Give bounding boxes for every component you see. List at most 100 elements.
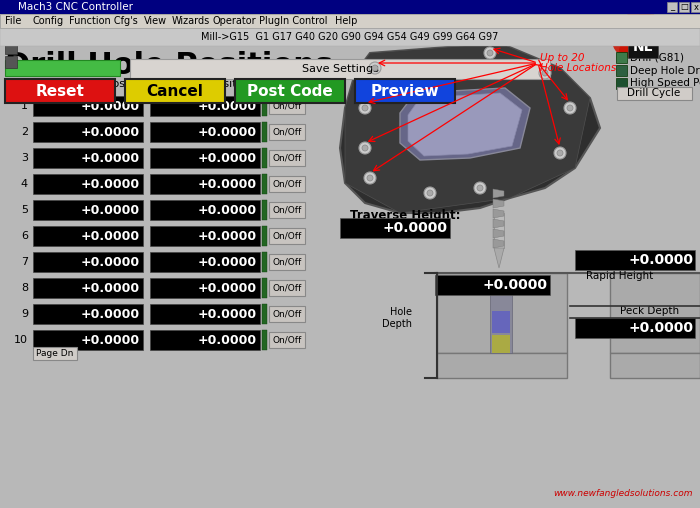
Text: Mill->G15  G1 G17 G40 G20 G90 G94 G54 G49 G99 G64 G97: Mill->G15 G1 G17 G40 G20 G90 G94 G54 G49…	[202, 32, 498, 42]
Bar	[667, 2, 677, 12]
Text: +0.0000: +0.0000	[198, 100, 257, 112]
Text: +0.0000: +0.0000	[81, 125, 140, 139]
Text: 7: 7	[21, 257, 28, 267]
Bar	[492, 311, 510, 333]
Bar	[435, 275, 550, 295]
Circle shape	[567, 105, 573, 111]
Bar	[33, 252, 143, 272]
Text: 5: 5	[21, 205, 28, 215]
Text: On/Off: On/Off	[272, 102, 302, 111]
Bar	[616, 52, 627, 63]
Text: □: □	[680, 3, 688, 12]
Bar	[5, 56, 17, 68]
Circle shape	[612, 22, 648, 58]
Circle shape	[362, 145, 368, 151]
Text: X Position:: X Position:	[95, 79, 153, 89]
Text: Save Settings: Save Settings	[302, 64, 379, 74]
Text: On/Off: On/Off	[272, 206, 302, 214]
Bar	[575, 318, 695, 338]
Circle shape	[641, 11, 655, 25]
Text: +0.0000: +0.0000	[81, 204, 140, 216]
Circle shape	[554, 147, 566, 159]
Bar	[33, 78, 77, 91]
Text: 2: 2	[21, 127, 28, 137]
Text: Config: Config	[32, 16, 63, 26]
Text: View: View	[144, 16, 167, 26]
Text: On/Off: On/Off	[272, 309, 302, 319]
Circle shape	[610, 20, 630, 40]
Text: Rapid Height: Rapid Height	[587, 271, 654, 281]
Text: Y Position:: Y Position:	[200, 79, 258, 89]
Text: +0.0000: +0.0000	[482, 278, 547, 292]
Polygon shape	[493, 199, 504, 208]
Bar	[340, 218, 450, 238]
Circle shape	[359, 142, 371, 154]
Bar	[628, 36, 658, 58]
Bar	[616, 65, 627, 76]
Bar	[5, 79, 115, 103]
Text: +0.0000: +0.0000	[81, 177, 140, 190]
Bar	[269, 254, 305, 270]
Bar	[492, 335, 510, 353]
Circle shape	[364, 172, 376, 184]
Bar	[691, 2, 700, 12]
Text: +0.0000: +0.0000	[198, 230, 257, 242]
Polygon shape	[345, 43, 590, 213]
Bar	[679, 2, 689, 12]
Bar	[262, 252, 267, 272]
Circle shape	[627, 4, 643, 20]
Text: +0.0000: +0.0000	[198, 177, 257, 190]
Bar	[33, 347, 77, 360]
Text: 9: 9	[21, 309, 28, 319]
Bar	[269, 332, 305, 348]
Circle shape	[630, 37, 646, 53]
Bar	[33, 278, 143, 298]
Bar	[0, 0, 700, 14]
Bar	[262, 174, 267, 194]
Circle shape	[484, 47, 496, 59]
Text: On/Off: On/Off	[272, 128, 302, 137]
Text: Page Up: Page Up	[50, 79, 90, 89]
Text: On/Off: On/Off	[272, 335, 302, 344]
Polygon shape	[493, 229, 504, 238]
Bar	[262, 200, 267, 220]
Text: +0.0000: +0.0000	[81, 307, 140, 321]
Circle shape	[539, 67, 551, 79]
Text: 10: 10	[14, 335, 28, 345]
Bar	[150, 96, 260, 116]
Text: +0.0000: +0.0000	[198, 125, 257, 139]
Text: Preview: Preview	[371, 83, 440, 99]
Bar	[150, 148, 260, 168]
Bar	[150, 174, 260, 194]
Text: Up to 20: Up to 20	[540, 53, 584, 63]
Bar	[610, 353, 700, 378]
Bar	[33, 226, 143, 246]
Polygon shape	[408, 93, 522, 156]
Bar	[33, 330, 143, 350]
Text: +0.0000: +0.0000	[628, 321, 693, 335]
Bar	[617, 87, 692, 100]
Text: File: File	[5, 16, 22, 26]
Circle shape	[359, 102, 371, 114]
Text: +0.0000: +0.0000	[198, 256, 257, 269]
Circle shape	[367, 175, 373, 181]
Text: Peck Depth: Peck Depth	[620, 306, 679, 316]
Bar	[0, 14, 700, 28]
Text: 4: 4	[21, 179, 28, 189]
Circle shape	[477, 185, 483, 191]
Bar	[269, 176, 305, 192]
Bar	[0, 28, 700, 46]
Bar	[33, 200, 143, 220]
Bar	[33, 96, 143, 116]
Circle shape	[362, 105, 368, 111]
Bar	[490, 288, 512, 353]
Circle shape	[564, 102, 576, 114]
Text: +0.0000: +0.0000	[81, 281, 140, 295]
Bar	[33, 174, 143, 194]
Text: x: x	[694, 3, 699, 12]
Text: +0.0000: +0.0000	[198, 333, 257, 346]
Text: +0.0000: +0.0000	[198, 281, 257, 295]
Bar	[269, 98, 305, 114]
Bar	[150, 252, 260, 272]
Text: 1: 1	[21, 101, 28, 111]
